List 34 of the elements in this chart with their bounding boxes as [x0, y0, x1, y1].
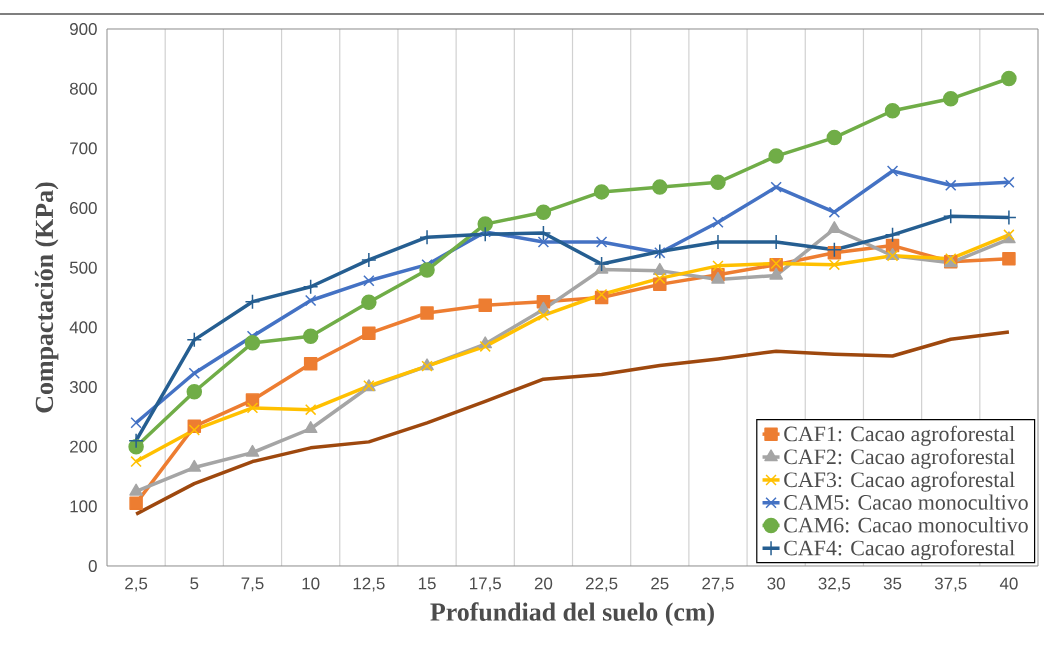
y-tick-label: 0 [88, 559, 97, 572]
x-tick-label: 35 [883, 577, 902, 590]
legend-label: CAM5: Cacao monocultivo [784, 494, 1028, 510]
y-tick-label: 200 [70, 440, 97, 453]
y-tick-label: 400 [69, 321, 97, 334]
y-tick-label: 500 [69, 261, 97, 274]
x-tick-label: 37,5 [934, 577, 967, 592]
y-tick-label: 700 [70, 142, 97, 155]
legend-label: CAM6: Cacao monocultivo [784, 517, 1028, 533]
legend-label: CAF3: Cacao agroforestal [784, 471, 1015, 492]
x-tick-label: 22,5 [585, 577, 618, 592]
x-axis-title: Profundiad del suelo (cm) [430, 602, 714, 627]
x-tick-label: 5 [190, 577, 199, 590]
x-tick-label: 10 [302, 577, 320, 590]
x-tick-label: 40 [999, 577, 1018, 590]
y-tick-label: 800 [69, 82, 97, 95]
x-tick-label: 17,5 [470, 577, 501, 592]
x-tick-label: 30 [767, 577, 785, 590]
x-tick-label: 12,5 [353, 577, 385, 592]
x-tick-label: 20 [534, 577, 553, 590]
legend-label: CAF2: Cacao agroforestal [784, 448, 1015, 469]
x-tick-label: 7,5 [241, 577, 264, 592]
y-tick-label: 900 [70, 23, 97, 35]
y-tick-label: 600 [70, 201, 97, 214]
y-tick-label: 100 [70, 500, 97, 513]
x-tick-label: 25 [651, 577, 669, 590]
x-tick-label: 32,5 [818, 577, 851, 592]
x-tick-label: 27,5 [702, 577, 734, 592]
y-axis-title: Compactación (KPa) [34, 182, 59, 413]
x-tick-label: 2,5 [125, 577, 148, 592]
y-tick-label: 300 [69, 380, 97, 393]
legend-label: CAF1: Cacao agroforestal [784, 425, 1015, 446]
x-tick-label: 15 [418, 577, 436, 590]
legend-label: CAF4: Cacao agroforestal [784, 539, 1015, 560]
